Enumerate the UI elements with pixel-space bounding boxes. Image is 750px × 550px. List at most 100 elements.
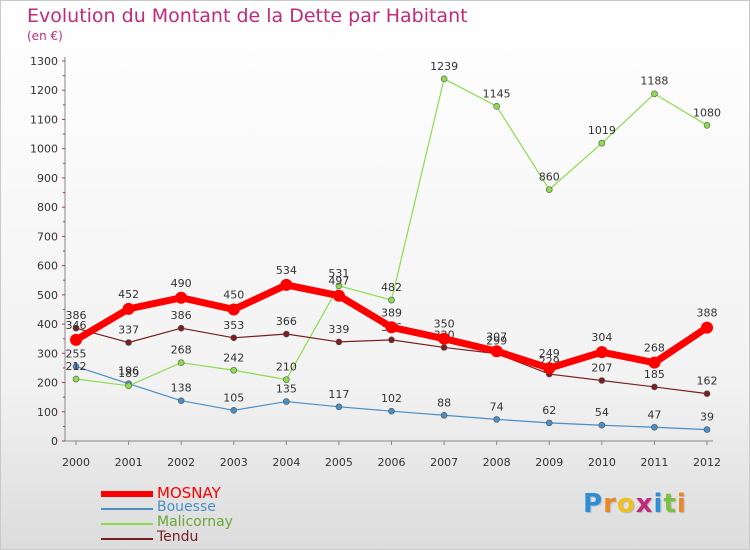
data-label: 255 xyxy=(66,347,87,360)
chart-subtitle: (en €) xyxy=(27,29,63,43)
data-point xyxy=(227,303,240,316)
series-line-segment xyxy=(180,327,235,339)
data-label: 242 xyxy=(223,351,244,364)
data-point xyxy=(335,403,343,411)
data-label: 299 xyxy=(486,335,507,348)
series-line-segment xyxy=(127,327,182,344)
logo-letter: r xyxy=(603,489,617,519)
data-point xyxy=(230,407,238,414)
data-point xyxy=(335,338,343,346)
data-point xyxy=(440,411,448,419)
y-tick-label: 1000 xyxy=(30,143,58,156)
series-line-segment xyxy=(653,426,708,431)
series-line-segment xyxy=(496,418,550,424)
x-tick-label: 2005 xyxy=(325,456,353,469)
data-point xyxy=(230,334,238,342)
data-label: 450 xyxy=(223,288,244,301)
y-tick-label: 200 xyxy=(37,377,58,390)
data-label: 386 xyxy=(171,309,192,322)
series-line-segment xyxy=(548,373,603,382)
data-point xyxy=(125,339,132,346)
data-point xyxy=(125,382,132,390)
data-point xyxy=(332,289,345,302)
logo-letter: t xyxy=(663,489,677,519)
data-point xyxy=(543,362,556,375)
data-point xyxy=(440,75,448,83)
data-point xyxy=(545,419,553,427)
legend-swatch xyxy=(101,538,153,540)
series-line-segment xyxy=(233,333,287,339)
data-point xyxy=(493,416,500,423)
chart-title: Evolution du Montant de la Dette par Hab… xyxy=(27,5,468,27)
data-label: 353 xyxy=(223,319,244,332)
series-line-segment xyxy=(390,339,445,349)
series-line-segment xyxy=(548,142,603,191)
data-label: 534 xyxy=(276,264,297,277)
data-point xyxy=(703,122,711,129)
data-label: 497 xyxy=(328,275,349,288)
data-point xyxy=(703,426,711,433)
series-line-segment xyxy=(388,323,448,343)
data-point xyxy=(177,324,185,332)
data-label: 135 xyxy=(276,383,297,396)
data-point xyxy=(230,366,238,374)
data-label: 366 xyxy=(276,315,297,328)
data-label: 117 xyxy=(328,388,349,401)
data-label: 268 xyxy=(644,342,665,355)
x-tick-label: 2012 xyxy=(693,456,721,469)
series-line-segment xyxy=(233,400,287,411)
data-label: 138 xyxy=(171,382,192,395)
x-tick-label: 2000 xyxy=(62,456,90,469)
data-point xyxy=(490,345,503,358)
y-tick-label: 400 xyxy=(37,318,58,331)
data-label: 490 xyxy=(171,277,192,290)
legend-label: Malicornay xyxy=(157,514,233,530)
series-line-segment xyxy=(601,379,656,388)
data-point xyxy=(177,359,185,366)
y-tick-label: 700 xyxy=(37,230,58,243)
series-line-segment xyxy=(335,292,395,331)
y-tick-label: 1200 xyxy=(30,84,58,97)
series-line-segment xyxy=(177,294,238,313)
data-point xyxy=(335,282,343,290)
y-tick-label: 800 xyxy=(37,201,58,214)
y-tick-label: 600 xyxy=(37,260,58,273)
series-line-segment xyxy=(75,378,130,387)
series-line-segment xyxy=(125,294,185,313)
series-line-segment xyxy=(653,93,708,126)
data-label: 350 xyxy=(434,318,455,331)
y-tick-label: 1300 xyxy=(30,55,58,68)
data-label: 102 xyxy=(381,392,402,405)
data-label: 531 xyxy=(328,267,349,280)
legend-swatch xyxy=(101,508,153,510)
series-line-segment xyxy=(285,333,340,343)
data-point xyxy=(283,398,290,405)
data-point xyxy=(651,383,658,391)
data-label: 88 xyxy=(437,396,451,409)
x-tick-label: 2001 xyxy=(115,456,143,469)
data-point xyxy=(280,278,293,291)
y-tick-label: 0 xyxy=(51,435,58,448)
data-label: 452 xyxy=(118,288,139,301)
legend-label: Bouesse xyxy=(157,499,216,515)
series-line-segment xyxy=(285,400,340,408)
series-line-segment xyxy=(496,105,550,191)
series-line-segment xyxy=(230,281,290,313)
series-line-segment xyxy=(653,386,708,395)
data-label: 62 xyxy=(542,404,556,417)
data-label: 1145 xyxy=(483,87,511,100)
series-line-segment xyxy=(72,305,133,344)
data-point xyxy=(72,375,80,383)
data-label: 1188 xyxy=(640,75,668,88)
data-label: 307 xyxy=(486,330,507,343)
x-tick-label: 2008 xyxy=(483,456,511,469)
data-point xyxy=(177,397,185,404)
logo-letter: x xyxy=(635,489,654,519)
x-tick-label: 2002 xyxy=(167,456,195,469)
x-tick-label: 2003 xyxy=(220,456,248,469)
legend-label: Tendu xyxy=(157,529,199,545)
series-line-segment xyxy=(601,93,656,144)
series-line-segment xyxy=(75,365,130,385)
series-line-segment xyxy=(180,400,235,411)
